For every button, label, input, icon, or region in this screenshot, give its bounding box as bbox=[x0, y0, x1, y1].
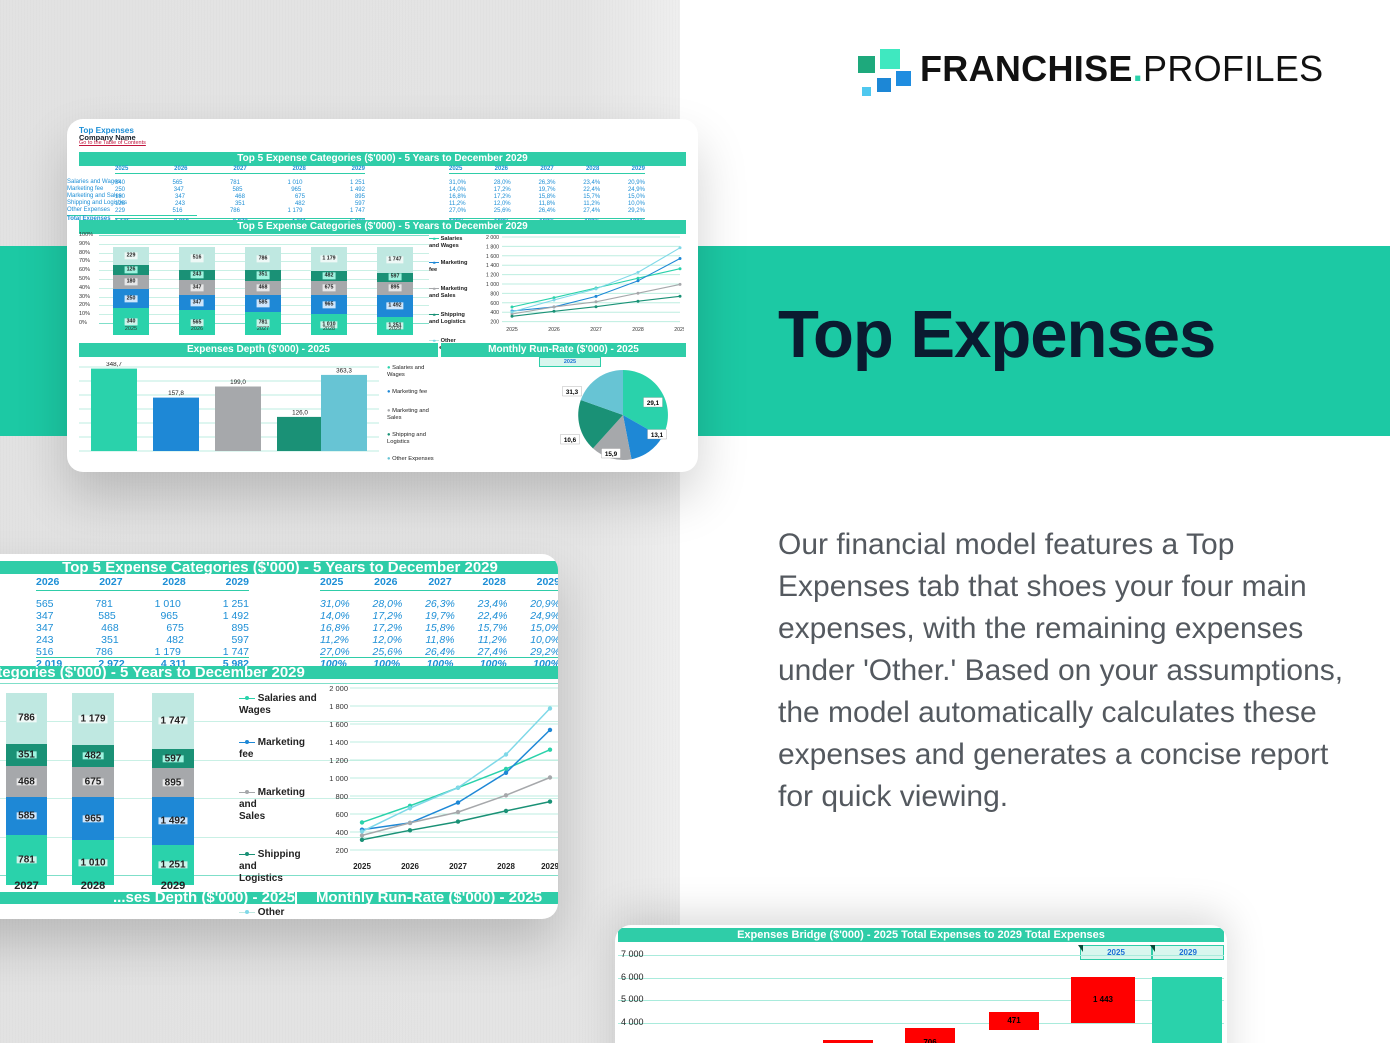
svg-text:1 800: 1 800 bbox=[329, 702, 348, 711]
svg-text:2028: 2028 bbox=[497, 862, 515, 871]
svg-text:13,1: 13,1 bbox=[651, 432, 664, 439]
svg-text:2029: 2029 bbox=[674, 327, 684, 333]
svg-text:1 200: 1 200 bbox=[329, 756, 348, 765]
svg-text:1 800: 1 800 bbox=[486, 244, 499, 250]
svg-text:2 000: 2 000 bbox=[486, 235, 499, 241]
svg-text:1 400: 1 400 bbox=[329, 738, 348, 747]
svg-text:2025: 2025 bbox=[506, 327, 518, 333]
svg-text:2025: 2025 bbox=[353, 862, 371, 871]
svg-text:1 600: 1 600 bbox=[329, 720, 348, 729]
svg-text:2029: 2029 bbox=[541, 862, 558, 871]
svg-text:2027: 2027 bbox=[449, 862, 467, 871]
svg-text:1 000: 1 000 bbox=[329, 774, 348, 783]
svg-text:31,3: 31,3 bbox=[566, 389, 579, 396]
svg-text:2027: 2027 bbox=[590, 327, 602, 333]
svg-text:126,0: 126,0 bbox=[292, 409, 308, 416]
svg-text:1 400: 1 400 bbox=[486, 263, 499, 269]
svg-text:1 200: 1 200 bbox=[486, 273, 499, 279]
svg-text:800: 800 bbox=[335, 792, 348, 801]
svg-text:199,0: 199,0 bbox=[230, 379, 246, 386]
svg-text:363,3: 363,3 bbox=[336, 367, 352, 374]
svg-text:400: 400 bbox=[335, 828, 348, 837]
svg-text:29,1: 29,1 bbox=[647, 400, 660, 407]
svg-text:348,7: 348,7 bbox=[106, 362, 122, 368]
svg-text:1 000: 1 000 bbox=[486, 282, 499, 288]
svg-text:200: 200 bbox=[490, 320, 499, 326]
svg-text:600: 600 bbox=[335, 810, 348, 819]
svg-text:2028: 2028 bbox=[632, 327, 644, 333]
svg-text:2 000: 2 000 bbox=[329, 685, 348, 693]
svg-text:15,9: 15,9 bbox=[605, 451, 618, 458]
svg-text:157,8: 157,8 bbox=[168, 390, 184, 397]
svg-text:1 600: 1 600 bbox=[486, 254, 499, 260]
svg-text:600: 600 bbox=[490, 301, 499, 307]
svg-text:2026: 2026 bbox=[548, 327, 560, 333]
svg-text:2026: 2026 bbox=[401, 862, 419, 871]
svg-text:200: 200 bbox=[335, 846, 348, 855]
svg-text:10,6: 10,6 bbox=[564, 437, 577, 444]
svg-text:400: 400 bbox=[490, 310, 499, 316]
svg-text:800: 800 bbox=[490, 291, 499, 297]
